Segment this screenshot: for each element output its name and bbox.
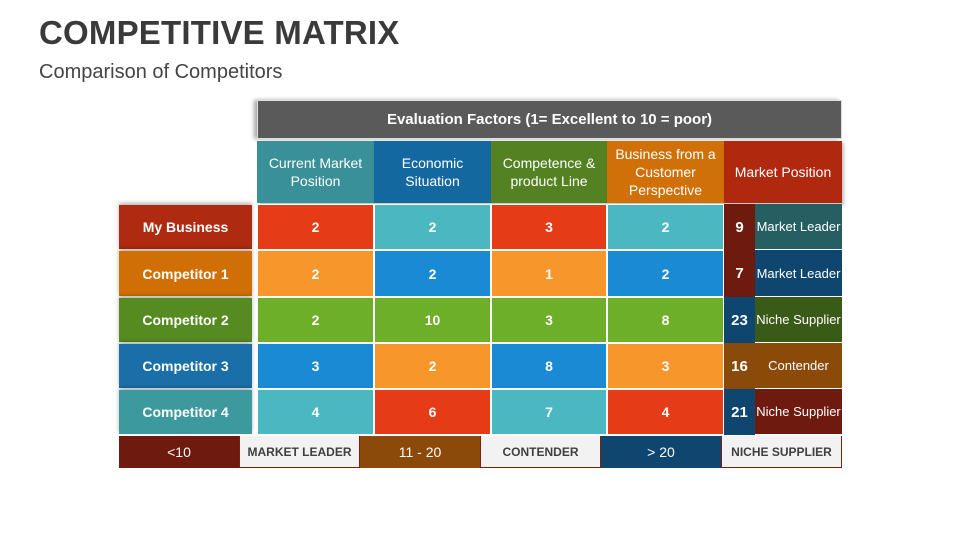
score-cell: 2 — [257, 250, 374, 297]
column-header: Market Position — [724, 141, 842, 203]
score-cell: 4 — [607, 389, 724, 435]
market-position-label: Contender — [755, 343, 842, 389]
total-score: 9 — [724, 204, 755, 250]
total-score: 23 — [724, 297, 755, 343]
column-header: Business from a Customer Perspective — [607, 141, 724, 203]
score-cell: 2 — [374, 204, 491, 250]
score-cell: 2 — [257, 297, 374, 343]
row-label: Competitor 3 — [119, 344, 252, 388]
score-cell: 2 — [374, 343, 491, 389]
score-cell: 8 — [491, 343, 607, 389]
row-label: Competitor 1 — [119, 251, 252, 296]
score-cell: 6 — [374, 389, 491, 435]
score-cell: 2 — [607, 250, 724, 297]
score-cell: 2 — [257, 204, 374, 250]
total-score: 7 — [724, 250, 755, 297]
score-cell: 10 — [374, 297, 491, 343]
total-score: 21 — [724, 389, 755, 435]
page-title: COMPETITIVE MATRIX — [39, 14, 400, 51]
column-header: Economic Situation — [374, 141, 491, 203]
market-position-label: Niche Supplier — [755, 389, 842, 435]
evaluation-factors-header: Evaluation Factors (1= Excellent to 10 =… — [257, 100, 842, 139]
page-subtitle: Comparison of Competitors — [39, 61, 283, 83]
total-score: 16 — [724, 343, 755, 389]
score-cell: 2 — [607, 204, 724, 250]
legend-label: MARKET LEADER — [239, 436, 360, 468]
row-label: My Business — [119, 205, 252, 249]
legend-range: <10 — [119, 436, 239, 468]
market-position-label: Niche Supplier — [755, 297, 842, 343]
score-cell: 8 — [607, 297, 724, 343]
score-cell: 4 — [257, 389, 374, 435]
score-cell: 3 — [491, 297, 607, 343]
score-cell: 3 — [257, 343, 374, 389]
score-cell: 3 — [607, 343, 724, 389]
score-cell: 7 — [491, 389, 607, 435]
column-header: Competence & product Line — [491, 141, 607, 203]
legend-label: CONTENDER — [480, 436, 601, 468]
column-header: Current Market Position — [257, 141, 374, 203]
score-cell: 2 — [374, 250, 491, 297]
score-cell: 3 — [491, 204, 607, 250]
legend-label: NICHE SUPPLIER — [721, 436, 842, 468]
market-position-label: Market Leader — [755, 204, 842, 250]
market-position-label: Market Leader — [755, 250, 842, 297]
legend-range: 11 - 20 — [360, 436, 480, 468]
row-label: Competitor 4 — [119, 390, 252, 434]
row-label: Competitor 2 — [119, 298, 252, 342]
score-cell: 1 — [491, 250, 607, 297]
legend-range: > 20 — [601, 436, 721, 468]
